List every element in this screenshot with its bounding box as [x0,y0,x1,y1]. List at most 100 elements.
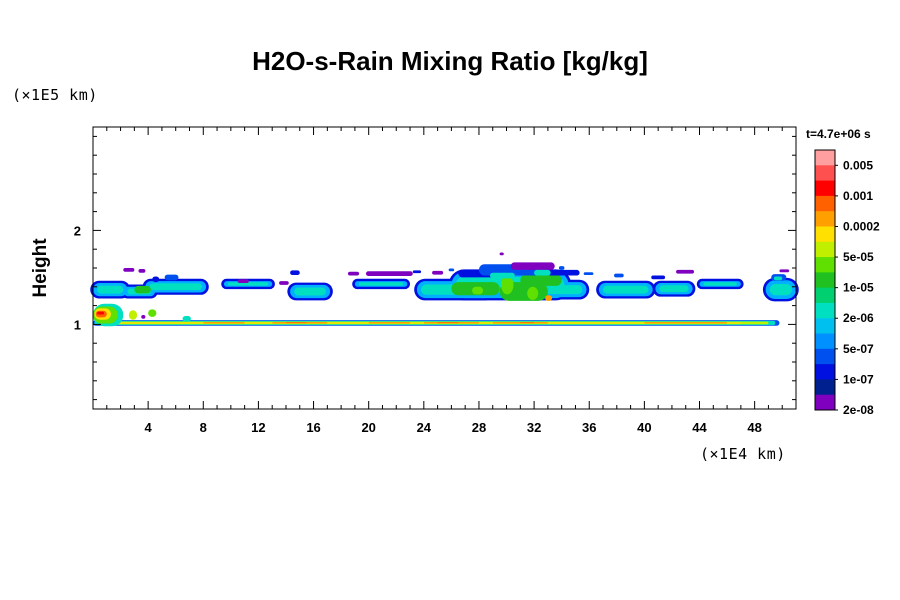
colorbar-segment [815,333,835,350]
rain-hotspot [97,311,105,315]
y-tick-label: 2 [74,223,81,238]
colorbar-label: 2e-08 [843,403,874,417]
y-tick-label: 1 [74,317,81,332]
rain-layer-lower-core [437,322,459,324]
rain-fleck [128,310,138,320]
rain-layer-lower-core [203,322,245,324]
rain-layer-lower-core [644,322,728,324]
rain-layer-middle [659,285,689,293]
colorbar-segment [815,211,835,227]
colorbar: 0.005 0.001 0.0002 5e-05 1e-05 2e-06 5e-07 1e-0… [814,149,880,417]
colorbar-segment [815,241,835,258]
rain-fragment [510,262,555,270]
rain-fragment [534,269,551,276]
rain-fragment [773,276,783,281]
x-tick-label: 28 [472,420,486,435]
colorbar-label: 5e-05 [843,250,874,264]
colorbar-label: 0.0002 [843,219,880,233]
colorbar-segment [815,150,835,166]
mixing-ratio-field [90,252,799,327]
colorbar-segment [815,364,835,380]
rain-layer-middle [97,285,124,294]
rain-layer-middle [228,282,269,286]
rain-fragment [547,269,580,276]
colorbar-label: 2e-06 [843,311,874,325]
x-tick-label: 40 [637,420,651,435]
rain-fragment [138,268,146,273]
rain-fragment [489,272,515,279]
colorbar-segment [815,394,835,411]
rain-fleck [148,309,157,317]
colorbar-segment [815,195,835,212]
rain-layer-middle [603,285,649,294]
colorbar-segment [815,165,835,182]
chart-title: H2O-s-Rain Mixing Ratio [kg/kg] [252,46,648,76]
rain-fragment [164,274,179,281]
colorbar-segment [815,180,835,197]
colorbar-label: 1e-07 [843,372,874,386]
rain-layer-middle [294,287,326,296]
rain-fragment [651,275,666,280]
rain-fragment [779,269,790,273]
colorbar-segment [815,287,835,304]
rain-core [134,285,151,294]
x-tick-label: 44 [692,420,707,435]
colorbar-segment [815,379,835,396]
rain-layer-middle [769,283,792,296]
y-unit-label: (×1E5 km) [12,86,98,104]
x-tick-label: 48 [747,420,761,435]
x-tick-label: 8 [200,420,207,435]
colorbar-segment [815,272,835,289]
colorbar-frame [814,149,836,411]
rain-fleck [182,315,191,322]
time-label: t=4.7e+06 s [806,127,871,141]
rain-core [472,286,484,295]
colorbar-segment [815,302,835,319]
colorbar-label: 0.005 [843,158,873,172]
rain-layer-lower-core [368,322,411,324]
rain-fragment [499,252,504,256]
rain-fragment [448,268,455,272]
colorbar-segment [815,257,835,273]
x-tick-label: 20 [361,420,375,435]
rain-core [501,275,514,295]
colorbar-segment [815,318,835,335]
x-tick-label: 4 [145,420,153,435]
colorbar-segment [815,348,835,365]
rain-core [520,274,562,286]
rain-layer-middle [703,282,737,286]
rain-fragment [365,271,413,276]
x-tick-label: 32 [527,420,541,435]
rain-core [527,286,539,300]
rain-layer-middle [359,282,404,286]
rain-fragment [558,266,565,270]
rain-fragment [583,272,594,276]
rain-fragment [152,276,160,283]
plot-frame [92,126,797,410]
x-tick-label: 36 [582,420,596,435]
rain-fragment [123,268,135,272]
colorbar-label: 0.001 [843,189,873,203]
colorbar-label: 5e-07 [843,342,874,356]
rain-layer-lower-core [285,322,307,324]
rain-fragment [290,270,300,276]
rain-fleck [141,315,146,319]
colorbar-label: 1e-05 [843,281,874,295]
rain-fragment [432,270,444,275]
rain-layer-middle [149,283,202,291]
x-tick-label: 16 [306,420,320,435]
x-tick-label: 12 [251,420,265,435]
rain-fragment [614,273,624,278]
x-unit-label: (×1E4 km) [700,445,786,463]
rain-fragment [676,269,694,274]
rain-core [545,295,553,301]
rain-fragment [237,279,249,284]
x-tick-label: 24 [417,420,432,435]
rain-fragment [348,271,360,276]
rain-fragment [412,270,422,274]
rain-fragment [279,281,289,285]
colorbar-segment [815,226,835,243]
rain-layer-lower-core [520,322,535,324]
